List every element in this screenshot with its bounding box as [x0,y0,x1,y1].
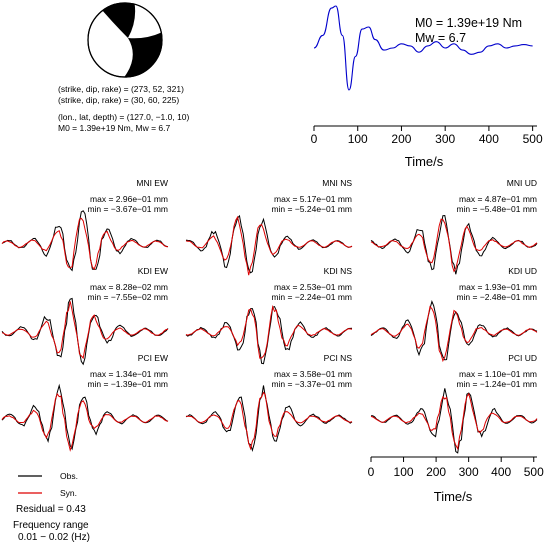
panel-min-label: min = −1.24e−01 mm [456,379,537,389]
stf-x-axis-label: Time/s [405,154,444,169]
stf-x-ticks: 0 100 200 300 400 500 [311,126,543,146]
waveform-x-tick-label: 500 [524,465,544,479]
syn-trace [370,218,538,273]
panel-min-label: min = −7.55e−02 mm [87,292,168,302]
frequency-range-value: 0.01 − 0.02 (Hz) [18,532,90,543]
waveform-x-tick-label: 100 [394,465,414,479]
panel-max-label: max = 4.87e−01 mm [459,194,537,204]
waveform-x-axis-label: Time/s [434,489,473,504]
panel-min-label: min = −3.67e−01 mm [87,204,168,214]
stf-m0-label: M0 = 1.39e+19 Nm [415,16,522,30]
waveform-x-tick-label: 0 [368,465,375,479]
obs-trace [370,299,538,361]
stf-x-tick-label: 200 [391,132,411,146]
panel-max-label: max = 2.53e−01 mm [274,282,352,292]
panel-min-label: min = −2.48e−01 mm [456,292,537,302]
obs-trace [185,385,353,453]
beachball [87,2,163,78]
stf-series-line [313,5,533,91]
panel-title: MNI EW [136,178,168,188]
source-param-line-2: (strike, dip, rake) = (30, 60, 225) [58,95,179,105]
legend-obs-label: Obs. [60,471,78,481]
legend-syn-label: Syn. [60,488,77,498]
panel-min-label: min = −2.24e−01 mm [271,292,352,302]
source-param-line-1: (strike, dip, rake) = (273, 52, 321) [58,84,184,94]
syn-trace [370,392,538,451]
panel-title: PCI NS [324,353,353,363]
obs-trace [185,214,353,274]
syn-trace [370,305,538,363]
panel-title: KDI NS [324,266,353,276]
panel-max-label: max = 1.93e−01 mm [459,282,537,292]
obs-trace [1,383,169,451]
panel-max-label: max = 1.34e−01 mm [90,369,168,379]
obs-trace [370,214,538,275]
stf-x-tick-label: 500 [523,132,543,146]
obs-trace [1,210,169,272]
panel-title: KDI UD [508,266,537,276]
panel-title: MNI NS [322,178,352,188]
stf-x-tick-label: 100 [348,132,368,146]
waveform-x-ticks: 0 100 200 300 400 500 [368,457,544,479]
panel-title: KDI EW [138,266,168,276]
panel-title: PCI UD [508,353,537,363]
legend: Obs. Syn. [18,471,78,498]
panel-min-label: min = −5.24e−01 mm [271,204,352,214]
stf-chart: 0 100 200 300 400 500 Time/s M0 = 1.39e+19 Nm… [311,5,543,169]
panel-title: MNI UD [507,178,537,188]
stf-x-tick-label: 400 [479,132,499,146]
syn-trace [185,391,353,451]
panel-max-label: max = 5.17e−01 mm [274,194,352,204]
panel-max-label: max = 3.58e−01 mm [274,369,352,379]
waveform-x-tick-label: 200 [426,465,446,479]
stf-mw-label: Mw = 6.7 [415,31,466,45]
panel-max-label: max = 2.96e−01 mm [90,194,168,204]
obs-trace [371,388,538,454]
waveform-x-tick-label: 400 [491,465,511,479]
frequency-range-title: Frequency range [13,520,89,531]
source-param-line-3: (lon., lat, depth) = (127.0, −1.0, 10) [58,112,190,122]
waveform-time-axis: 0 100 200 300 400 500 Time/s [368,456,544,504]
panel-max-label: max = 1.10e−01 mm [459,369,537,379]
stf-x-tick-label: 300 [435,132,455,146]
panel-min-label: min = −1.39e−01 mm [87,379,168,389]
syn-trace [185,304,353,359]
panel-title: PCI EW [138,353,168,363]
source-param-line-4: M0 = 1.39e+19 Nm, Mw = 6.7 [58,123,170,133]
syn-trace [185,215,353,276]
residual-label: Residual = 0.43 [16,504,86,515]
syn-trace [1,217,168,271]
panel-max-label: max = 8.28e−02 mm [90,282,168,292]
waveform-x-tick-label: 300 [459,465,479,479]
panel-min-label: min = −3.37e−01 mm [271,379,352,389]
syn-trace [1,392,169,452]
stf-x-tick-label: 0 [311,132,318,146]
panel-min-label: min = −5.48e−01 mm [456,204,537,214]
syn-trace [1,301,169,360]
